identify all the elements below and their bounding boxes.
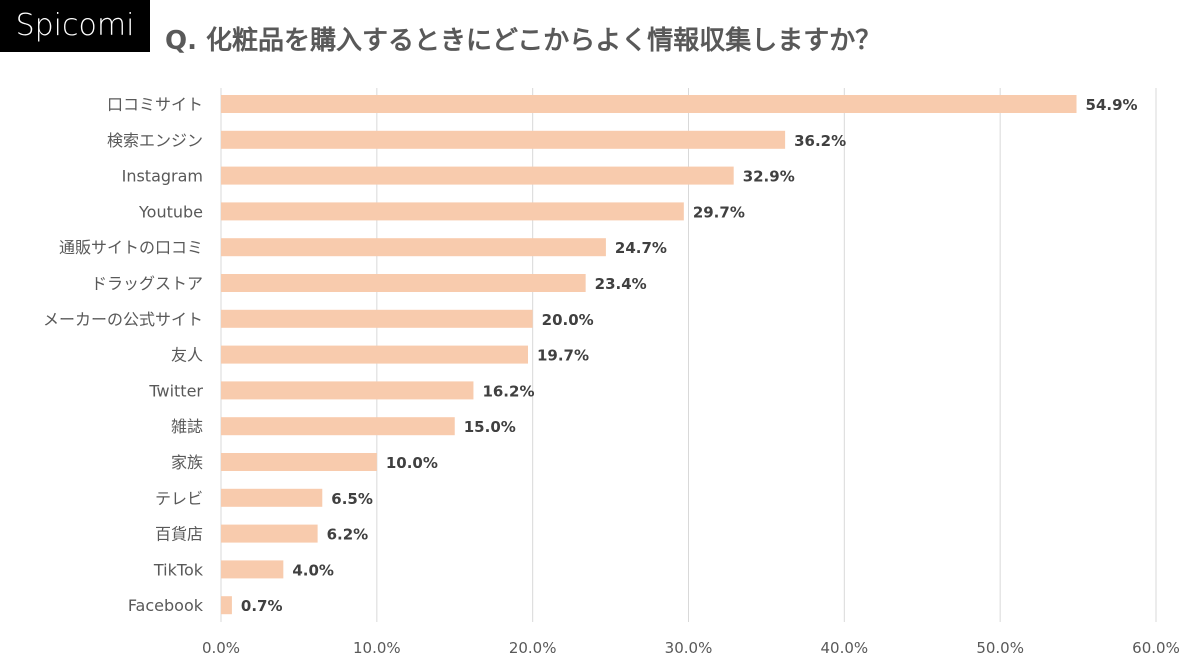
category-label: 友人: [171, 346, 203, 365]
x-tick-label: 10.0%: [353, 639, 401, 657]
bar: [221, 524, 318, 543]
data-label: 0.7%: [241, 597, 283, 615]
category-label: 家族: [171, 453, 203, 472]
bar: [221, 488, 323, 507]
category-label: ドラッグストア: [91, 274, 203, 293]
data-label: 15.0%: [464, 418, 516, 436]
bar: [221, 453, 377, 471]
data-label: 10.0%: [386, 454, 438, 472]
x-tick-label: 20.0%: [509, 639, 557, 657]
category-label: Instagram: [122, 167, 203, 186]
spicomi-logo: Spicomi: [0, 0, 150, 52]
category-label: Facebook: [128, 596, 204, 615]
data-label: 16.2%: [482, 382, 534, 400]
x-tick-label: 30.0%: [665, 639, 713, 657]
data-label: 29.7%: [693, 203, 745, 221]
bar: [221, 274, 586, 292]
data-label: 6.2%: [327, 526, 369, 544]
bar: [221, 345, 528, 364]
x-tick-label: 0.0%: [202, 639, 240, 657]
bar: [221, 95, 1077, 113]
bar: [221, 309, 533, 328]
bar: [221, 238, 606, 257]
bar: [221, 596, 232, 615]
category-label: 雑誌: [171, 417, 203, 436]
data-label: 6.5%: [331, 490, 373, 508]
category-label: 口コミサイト: [107, 95, 203, 114]
data-label: 4.0%: [292, 561, 334, 579]
x-tick-label: 50.0%: [976, 639, 1024, 657]
category-label: 検索エンジン: [107, 131, 203, 150]
category-label: Twitter: [148, 381, 203, 400]
category-label: 通販サイトの口コミ: [59, 238, 203, 257]
bar: [221, 560, 284, 579]
bar: [221, 381, 474, 400]
data-label: 32.9%: [743, 168, 795, 186]
data-label: 24.7%: [615, 239, 667, 257]
category-label: メーカーの公式サイト: [43, 310, 203, 329]
bar: [221, 202, 684, 221]
chart-title: Q. 化粧品を購入するときにどこからよく情報収集しますか？: [165, 26, 882, 56]
data-label: 20.0%: [542, 311, 594, 329]
category-label: Youtube: [138, 202, 203, 221]
data-label: 36.2%: [794, 132, 846, 150]
data-label: 23.4%: [595, 275, 647, 293]
data-label: 19.7%: [537, 347, 589, 365]
category-label: テレビ: [155, 489, 203, 508]
category-label: 百貨店: [155, 525, 203, 544]
data-label: 54.9%: [1086, 96, 1138, 114]
x-tick-label: 60.0%: [1132, 639, 1180, 657]
x-tick-label: 40.0%: [821, 639, 869, 657]
bar: [221, 166, 734, 185]
category-label: TikTok: [153, 560, 204, 579]
bar: [221, 130, 786, 149]
bar: [221, 417, 455, 436]
